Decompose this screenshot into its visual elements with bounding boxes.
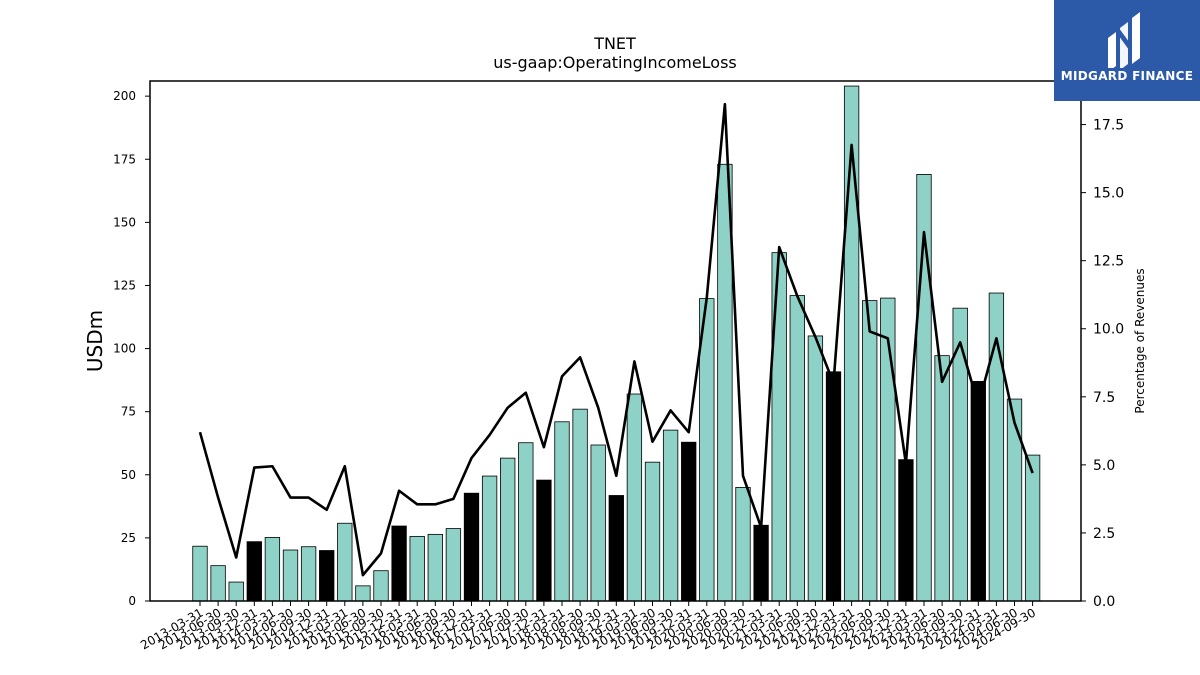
y-tick-label-125: 125 [113,278,136,292]
bar-2013-06-30 [210,565,226,602]
y-tick-label-50: 50 [121,468,136,482]
brand-logo: MIDGARD FINANCE [1054,0,1200,101]
bar-2016-06-30 [427,533,443,602]
y-tick-label-0: 0 [128,594,136,608]
midgard-logo-icon [1108,12,1140,68]
y2-tick-label-15.0: 15.0 [1093,186,1124,202]
bar-2023-12-31 [970,380,986,602]
percentage-line [198,102,1034,577]
bar-2016-12-31 [463,492,480,602]
y2-tick-label-7.5: 7.5 [1093,390,1115,406]
bar-2021-06-30 [789,295,805,602]
y2-tick-label-10.0: 10.0 [1093,322,1124,338]
y-axis-label: USDm [83,310,107,372]
bar-2014-09-30 [300,546,317,602]
bar-2014-12-31 [319,550,335,602]
y-tick-label-100: 100 [113,342,136,356]
bar-2016-09-30 [445,528,462,602]
y-tick-label-75: 75 [121,405,136,419]
bar-2019-12-31 [681,441,697,602]
bar-2024-06-30 [1006,398,1023,602]
plot-frame [149,80,1082,602]
bar-2021-09-30 [807,335,824,602]
bar-2022-03-31 [843,85,860,602]
bar-2018-12-31 [608,495,624,602]
y-tick-label-150: 150 [113,215,136,229]
y-tick-label-175: 175 [113,152,136,166]
bar-2014-06-30 [282,549,299,602]
y2-tick-label-5.0: 5.0 [1093,458,1115,474]
x-axis: 2013-03-312013-06-302013-09-302013-12-31… [138,601,1038,652]
y-axis-right: 0.0 2.5 5.0 7.5 10.0 12.5 15.0 17.5 [1081,118,1124,610]
y2-tick-label-2.5: 2.5 [1093,526,1115,542]
bar-2015-06-30 [355,585,371,602]
y-tick-label-25: 25 [121,531,136,545]
chart-subtitle: us-gaap:OperatingIncomeLoss [493,53,737,72]
bar-2019-06-30 [644,461,661,602]
bar-2021-03-31 [771,252,787,602]
bar-2019-03-31 [626,393,643,602]
bar-2019-09-30 [662,429,679,602]
bar-2016-03-31 [409,535,425,602]
chart-title: TNET [593,34,636,53]
bar-2013-12-31 [246,541,262,602]
bar-2017-12-31 [536,479,552,602]
bar-2015-09-30 [373,570,389,602]
bar-2013-03-31 [192,545,208,602]
bar-2013-09-30 [228,581,244,602]
bar-2020-09-30 [735,487,751,602]
bar-2014-03-31 [264,536,281,602]
y2-axis-label: Percentage of Revenues [1133,268,1147,413]
bar-2020-12-31 [753,524,769,602]
bar-2017-03-31 [481,475,498,602]
bar-2021-12-31 [825,371,842,602]
bar-2015-12-31 [391,525,407,602]
bar-2022-12-31 [898,459,914,602]
bar-2017-09-30 [518,442,534,602]
logo-text: MIDGARD FINANCE [1060,69,1194,83]
bar-2018-06-30 [572,408,588,602]
bar-2018-03-31 [554,421,570,602]
bar-2018-09-30 [590,444,606,602]
y-axis-left: 0 25 50 75 100 125 150 175 200 [113,89,150,608]
bar-2023-06-30 [934,355,950,602]
y2-tick-label-0.0: 0.0 [1093,594,1115,610]
y-tick-label-200: 200 [113,89,136,103]
bars-layer [192,85,1041,602]
line-layer [198,102,1034,577]
y2-tick-label-17.5: 17.5 [1093,118,1124,134]
bar-2017-06-30 [500,457,516,602]
bar-2024-09-30 [1024,454,1041,602]
bar-2015-03-31 [337,522,353,602]
y2-tick-label-12.5: 12.5 [1093,254,1124,270]
bar-2022-06-30 [862,300,878,602]
